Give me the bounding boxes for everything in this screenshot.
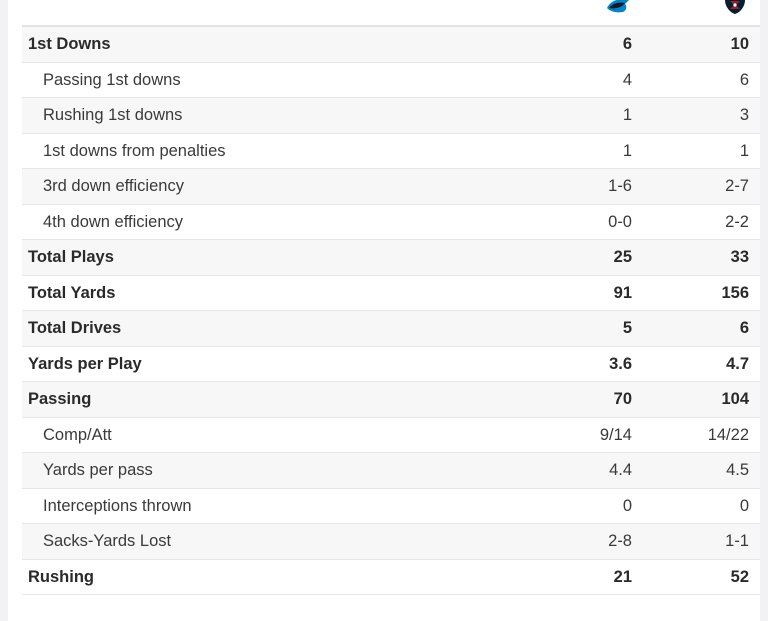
stat-label: Rushing bbox=[28, 567, 94, 586]
stat-away-value: 21 bbox=[613, 567, 632, 586]
stat-home-value: 4.7 bbox=[726, 354, 749, 373]
stat-row: Interceptions thrown 0 0 bbox=[22, 489, 760, 524]
stat-away-value: 2-8 bbox=[608, 532, 632, 550]
stat-row: Yards per Play 3.6 4.7 bbox=[22, 347, 760, 382]
stat-label: Total Yards bbox=[28, 283, 116, 302]
stat-away-value: 3.6 bbox=[609, 354, 632, 373]
stat-away-value: 70 bbox=[613, 390, 632, 408]
team-stats-card: 1st Downs 6 10 Passing 1st downs 4 6 Rushing 1… bbox=[8, 0, 760, 621]
stat-home-value: 3 bbox=[739, 106, 749, 124]
stat-label: Yards per pass bbox=[43, 461, 153, 479]
stat-label: Rushing 1st downs bbox=[43, 106, 183, 124]
stat-row: Rushing 1st downs 1 3 bbox=[22, 98, 760, 134]
stat-row: 4th down efficiency 0-0 2-2 bbox=[22, 205, 760, 240]
stat-away-value: 5 bbox=[622, 319, 632, 337]
stat-row: Total Plays 25 33 bbox=[22, 240, 760, 276]
stat-away-value: 1 bbox=[622, 141, 632, 160]
stat-label: Total Drives bbox=[28, 319, 122, 337]
stat-label: 1st Downs bbox=[28, 35, 111, 53]
texans-logo-icon bbox=[725, 0, 745, 14]
stat-label: Total Plays bbox=[28, 248, 114, 266]
stat-home-value: 2-2 bbox=[725, 212, 749, 231]
panthers-logo-icon bbox=[607, 0, 629, 13]
stat-away-value: 0 bbox=[622, 496, 632, 515]
stat-away-value: 1-6 bbox=[608, 177, 632, 195]
stat-away-value: 4.4 bbox=[609, 461, 632, 479]
stat-row: Rushing 21 52 bbox=[22, 560, 760, 595]
stat-row: Passing 1st downs 4 6 bbox=[22, 63, 760, 98]
stat-away-value: 4 bbox=[622, 70, 632, 89]
stat-row: 1st Downs 6 10 bbox=[22, 27, 760, 63]
stat-home-value: 1 bbox=[739, 141, 749, 160]
stat-row: Yards per pass 4.4 4.5 bbox=[22, 453, 760, 489]
stat-label: 4th down efficiency bbox=[43, 212, 184, 231]
stat-row: Sacks-Yards Lost 2-8 1-1 bbox=[22, 524, 760, 560]
stat-home-value: 104 bbox=[721, 390, 749, 408]
stat-row: Total Yards 91 156 bbox=[22, 276, 760, 311]
stat-away-value: 25 bbox=[613, 248, 632, 266]
stat-label: Passing 1st downs bbox=[43, 70, 181, 89]
stat-label: 3rd down efficiency bbox=[43, 177, 184, 195]
stat-away-value: 0-0 bbox=[608, 212, 632, 231]
stat-label: Passing bbox=[28, 390, 92, 408]
stat-label: Sacks-Yards Lost bbox=[43, 532, 172, 550]
stat-home-value: 2-7 bbox=[725, 177, 749, 195]
stat-row: Passing 70 104 bbox=[22, 382, 760, 418]
stat-label: Yards per Play bbox=[28, 354, 142, 373]
stat-row: 1st downs from penalties 1 1 bbox=[22, 134, 760, 169]
stat-home-value: 52 bbox=[730, 567, 749, 586]
stat-row: Total Drives 5 6 bbox=[22, 311, 760, 347]
stat-label: Interceptions thrown bbox=[43, 496, 192, 515]
stat-away-value: 9/14 bbox=[599, 425, 632, 444]
stat-home-value: 14/22 bbox=[707, 425, 749, 444]
stat-row: Comp/Att 9/14 14/22 bbox=[22, 418, 760, 453]
stat-home-value: 4.5 bbox=[726, 461, 749, 479]
stat-home-value: 156 bbox=[721, 283, 749, 302]
stat-home-value: 6 bbox=[739, 70, 749, 89]
stat-home-value: 1-1 bbox=[725, 532, 749, 550]
stat-label: Comp/Att bbox=[43, 425, 112, 444]
stats-header bbox=[22, 0, 760, 27]
stat-home-value: 33 bbox=[730, 248, 749, 266]
stat-away-value: 91 bbox=[613, 283, 632, 302]
stat-away-value: 6 bbox=[622, 35, 632, 53]
stat-home-value: 6 bbox=[739, 319, 749, 337]
stat-label: 1st downs from penalties bbox=[43, 141, 226, 160]
stat-home-value: 0 bbox=[739, 496, 749, 515]
stats-table: 1st Downs 6 10 Passing 1st downs 4 6 Rushing 1… bbox=[22, 27, 760, 595]
stat-row: 3rd down efficiency 1-6 2-7 bbox=[22, 169, 760, 205]
stat-home-value: 10 bbox=[730, 35, 749, 53]
stat-away-value: 1 bbox=[622, 106, 632, 124]
